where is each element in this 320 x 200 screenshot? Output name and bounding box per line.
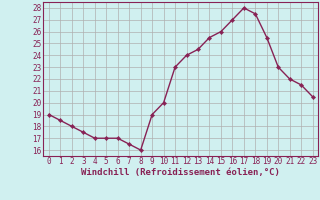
X-axis label: Windchill (Refroidissement éolien,°C): Windchill (Refroidissement éolien,°C)	[81, 168, 280, 177]
